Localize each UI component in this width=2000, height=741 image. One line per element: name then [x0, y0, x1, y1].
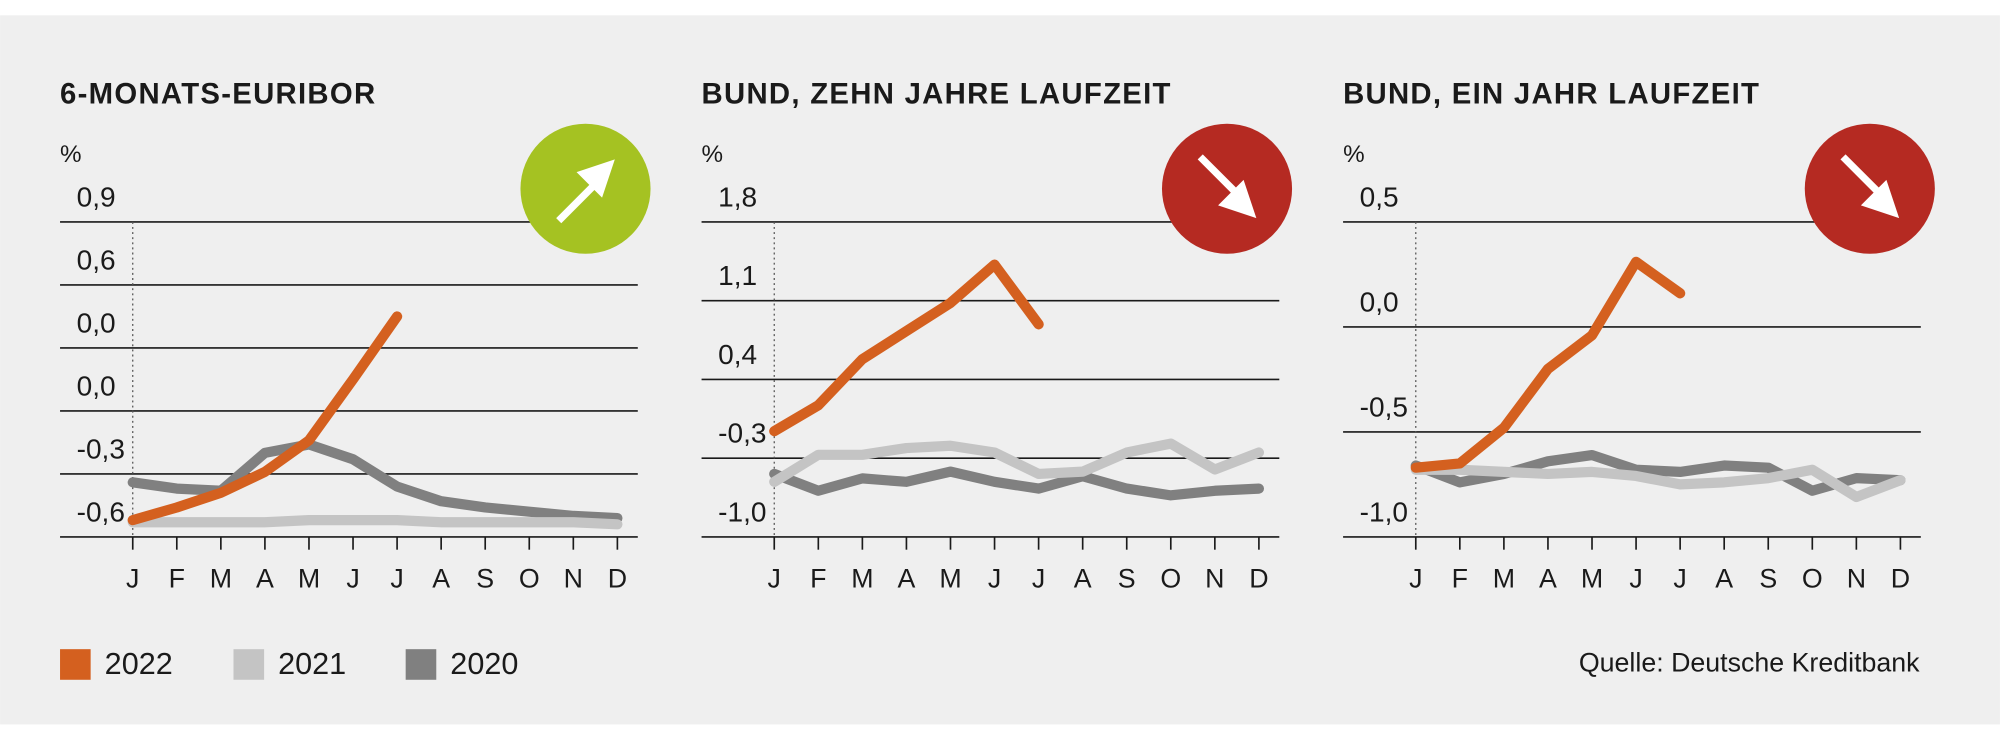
charts: 6-MONATS-EURIBOR%0,90,60,00,0-0,3-0,6J F M…: [60, 77, 1921, 593]
x-tick-label: J: [768, 563, 781, 593]
x-tick-label: N: [564, 563, 583, 593]
x-tick-label: N: [1847, 563, 1866, 593]
x-tick-label: J: [390, 563, 403, 593]
legend-swatch: [60, 649, 91, 680]
trend-down-icon: [1161, 123, 1293, 254]
x-tick-label: O: [1802, 563, 1823, 593]
panel: [0, 15, 2000, 725]
x-tick-label: J: [1673, 563, 1686, 593]
series-line: [127, 515, 623, 530]
chart-title: 6-MONATS-EURIBOR: [60, 77, 376, 110]
series-line: [1410, 464, 1906, 503]
x-tick-label: A: [256, 563, 274, 593]
legend-label: 2022: [105, 647, 173, 681]
x-tick-label: J: [988, 563, 1001, 593]
x-tick-label: M: [210, 563, 232, 593]
x-tick-label: D: [1249, 563, 1268, 593]
y-tick-label: -0,5: [1360, 391, 1408, 422]
y-tick-label: 1,8: [718, 181, 757, 212]
x-tick-label: F: [1452, 563, 1468, 593]
y-tick-label: 0,4: [718, 339, 757, 370]
x-tick-label: M: [298, 563, 320, 593]
y-tick-label: -0,6: [77, 496, 125, 527]
x-tick-label: F: [810, 563, 826, 593]
y-tick-label: 0,0: [1360, 286, 1399, 317]
series-line: [769, 466, 1265, 501]
x-tick-label: M: [1493, 563, 1515, 593]
x-tick-label: F: [169, 563, 185, 593]
trend-up-icon: [520, 123, 651, 254]
series-line: [127, 311, 403, 526]
y-tick-label: -0,3: [77, 433, 125, 464]
y-axis-unit: %: [60, 141, 82, 168]
x-tick-label: D: [1891, 563, 1910, 593]
y-tick-label: 1,1: [718, 260, 757, 291]
x-tick-label: S: [1759, 563, 1777, 593]
series-line: [769, 438, 1265, 487]
line-chart: BUND, ZEHN JAHRE LAUFZEIT% 1,8 1,1 0,4 -0,3 -…: [701, 77, 1280, 593]
trend-down-icon: [1804, 123, 1935, 254]
line-chart: BUND, EIN JAHR LAUFZEIT%0,50,0-0,5-1,0J F…: [1343, 77, 1921, 593]
x-tick-label: D: [608, 563, 627, 593]
x-tick-label: S: [1118, 563, 1136, 593]
x-tick-label: O: [1160, 563, 1181, 593]
x-tick-label: A: [1715, 563, 1733, 593]
x-tick-label: N: [1205, 563, 1224, 593]
x-tick-label: J: [346, 563, 359, 593]
x-tick-label: A: [898, 563, 916, 593]
x-tick-label: A: [432, 563, 450, 593]
line-chart: 6-MONATS-EURIBOR%0,90,60,00,0-0,3-0,6J F M…: [60, 77, 638, 593]
y-axis-unit: %: [702, 141, 724, 168]
x-tick-label: M: [1581, 563, 1603, 593]
legend-swatch: [405, 649, 437, 680]
y-tick-label: 0,5: [1360, 181, 1399, 212]
x-tick-label: J: [1629, 563, 1642, 593]
y-tick-label: 0,6: [77, 244, 116, 275]
x-tick-label: A: [1074, 563, 1092, 593]
source: Quelle: Deutsche Kreditbank: [1579, 648, 1920, 678]
x-tick-label: J: [1409, 563, 1422, 593]
x-tick-label: M: [851, 563, 873, 593]
chart-title: BUND, EIN JAHR LAUFZEIT: [1343, 77, 1760, 110]
x-tick-label: M: [939, 563, 961, 593]
series-line: [1410, 256, 1686, 473]
legend-label: 2021: [278, 647, 346, 681]
x-tick-label: J: [126, 563, 139, 593]
x-tick-label: J: [1032, 563, 1045, 593]
y-tick-label: 0,0: [77, 370, 116, 401]
y-tick-label: 0,0: [77, 307, 116, 338]
y-tick-label: 0,9: [77, 181, 116, 212]
series-line: [769, 259, 1044, 437]
y-axis-unit: %: [1343, 141, 1365, 168]
x-tick-label: A: [1539, 563, 1557, 593]
chart-title: BUND, ZEHN JAHRE LAUFZEIT: [702, 77, 1172, 110]
y-tick-label: -1,0: [1360, 496, 1408, 527]
y-tick-label: -1,0: [718, 496, 766, 527]
trend-icons: [520, 123, 1935, 254]
legend-label: 2020: [450, 647, 518, 681]
legend-swatch: [233, 649, 265, 680]
y-tick-label: -0,3: [718, 418, 766, 449]
x-tick-label: O: [519, 563, 540, 593]
x-tick-label: S: [476, 563, 494, 593]
legend: 2022 2021 2020: [60, 647, 518, 681]
